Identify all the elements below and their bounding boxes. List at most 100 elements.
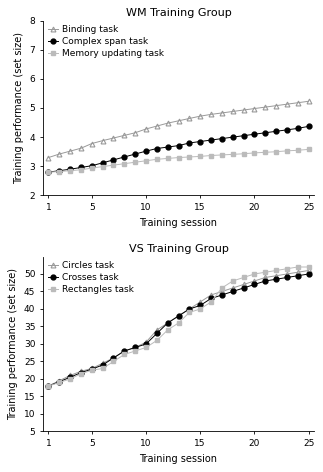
Circles task [242,282,245,287]
Circles task [47,383,50,389]
Circles task [57,378,61,384]
Rectangles task [220,285,224,291]
Rectangles task [285,266,289,271]
Crosses task [198,303,202,308]
Rectangles task [296,264,300,270]
Complex span task [47,169,50,175]
Binding task [111,135,115,141]
Circles task [209,292,213,298]
Crosses task [57,379,61,385]
Circles task [220,289,224,295]
Memory updating task [220,152,224,158]
Circles task [101,361,105,366]
Complex span task [198,139,202,144]
Rectangles task [111,359,115,364]
Memory updating task [242,151,245,157]
Binding task [231,109,234,114]
Rectangles task [47,383,50,389]
Complex span task [285,127,289,133]
Crosses task [144,341,148,347]
Binding task [47,155,50,160]
Complex span task [242,133,245,138]
Legend: Binding task, Complex span task, Memory updating task: Binding task, Complex span task, Memory … [46,23,166,60]
Memory updating task [274,149,278,154]
Rectangles task [144,345,148,350]
Rectangles task [209,299,213,305]
Circles task [198,299,202,305]
Complex span task [155,146,159,152]
Crosses task [307,271,310,277]
Binding task [79,145,83,151]
Complex span task [101,160,105,166]
Crosses task [79,370,83,376]
Circles task [296,270,300,275]
Line: Complex span task: Complex span task [46,124,311,175]
Crosses task [47,383,50,389]
Binding task [285,101,289,107]
Memory updating task [263,150,267,155]
Complex span task [253,131,256,137]
Complex span task [177,143,181,148]
Rectangles task [242,275,245,280]
Complex span task [122,154,126,160]
Binding task [68,148,72,154]
Complex span task [111,157,115,163]
Line: Rectangles task: Rectangles task [46,265,311,388]
Circles task [90,366,94,371]
Crosses task [285,275,289,280]
Rectangles task [263,270,267,275]
Crosses task [90,366,94,372]
Binding task [133,130,137,135]
Memory updating task [90,165,94,171]
Binding task [155,123,159,129]
Circles task [68,373,72,379]
X-axis label: Training session: Training session [140,218,217,228]
Complex span task [231,135,234,140]
Memory updating task [68,168,72,174]
Line: Memory updating task: Memory updating task [46,147,311,175]
Circles task [253,278,256,284]
X-axis label: Training session: Training session [140,454,217,464]
Circles task [155,327,159,333]
Crosses task [177,313,181,319]
Memory updating task [177,155,181,160]
Circles task [231,285,234,291]
Binding task [209,111,213,117]
Binding task [90,141,94,146]
Binding task [122,133,126,138]
Rectangles task [274,268,278,273]
Rectangles task [177,320,181,326]
Rectangles task [101,366,105,371]
Memory updating task [57,169,61,174]
Binding task [242,107,245,113]
Memory updating task [187,154,191,160]
Memory updating task [307,147,310,152]
Y-axis label: Training performance (set size): Training performance (set size) [14,32,24,184]
Circles task [79,369,83,374]
Binding task [144,126,148,132]
Line: Crosses task: Crosses task [46,271,311,388]
Rectangles task [307,264,310,270]
Memory updating task [101,164,105,169]
Memory updating task [47,169,50,175]
Circles task [166,320,170,326]
Circles task [133,345,137,350]
Line: Circles task: Circles task [46,268,311,388]
Binding task [220,110,224,116]
Memory updating task [79,167,83,173]
Memory updating task [155,157,159,162]
Crosses task [274,277,278,282]
Circles task [263,275,267,280]
Crosses task [209,295,213,301]
Memory updating task [133,160,137,165]
Memory updating task [253,150,256,156]
Circles task [122,348,126,354]
Complex span task [307,124,310,129]
Title: WM Training Group: WM Training Group [126,8,231,18]
Complex span task [220,136,224,142]
Crosses task [111,355,115,361]
Memory updating task [198,153,202,159]
Complex span task [274,128,278,134]
Complex span task [209,137,213,143]
Crosses task [253,282,256,287]
